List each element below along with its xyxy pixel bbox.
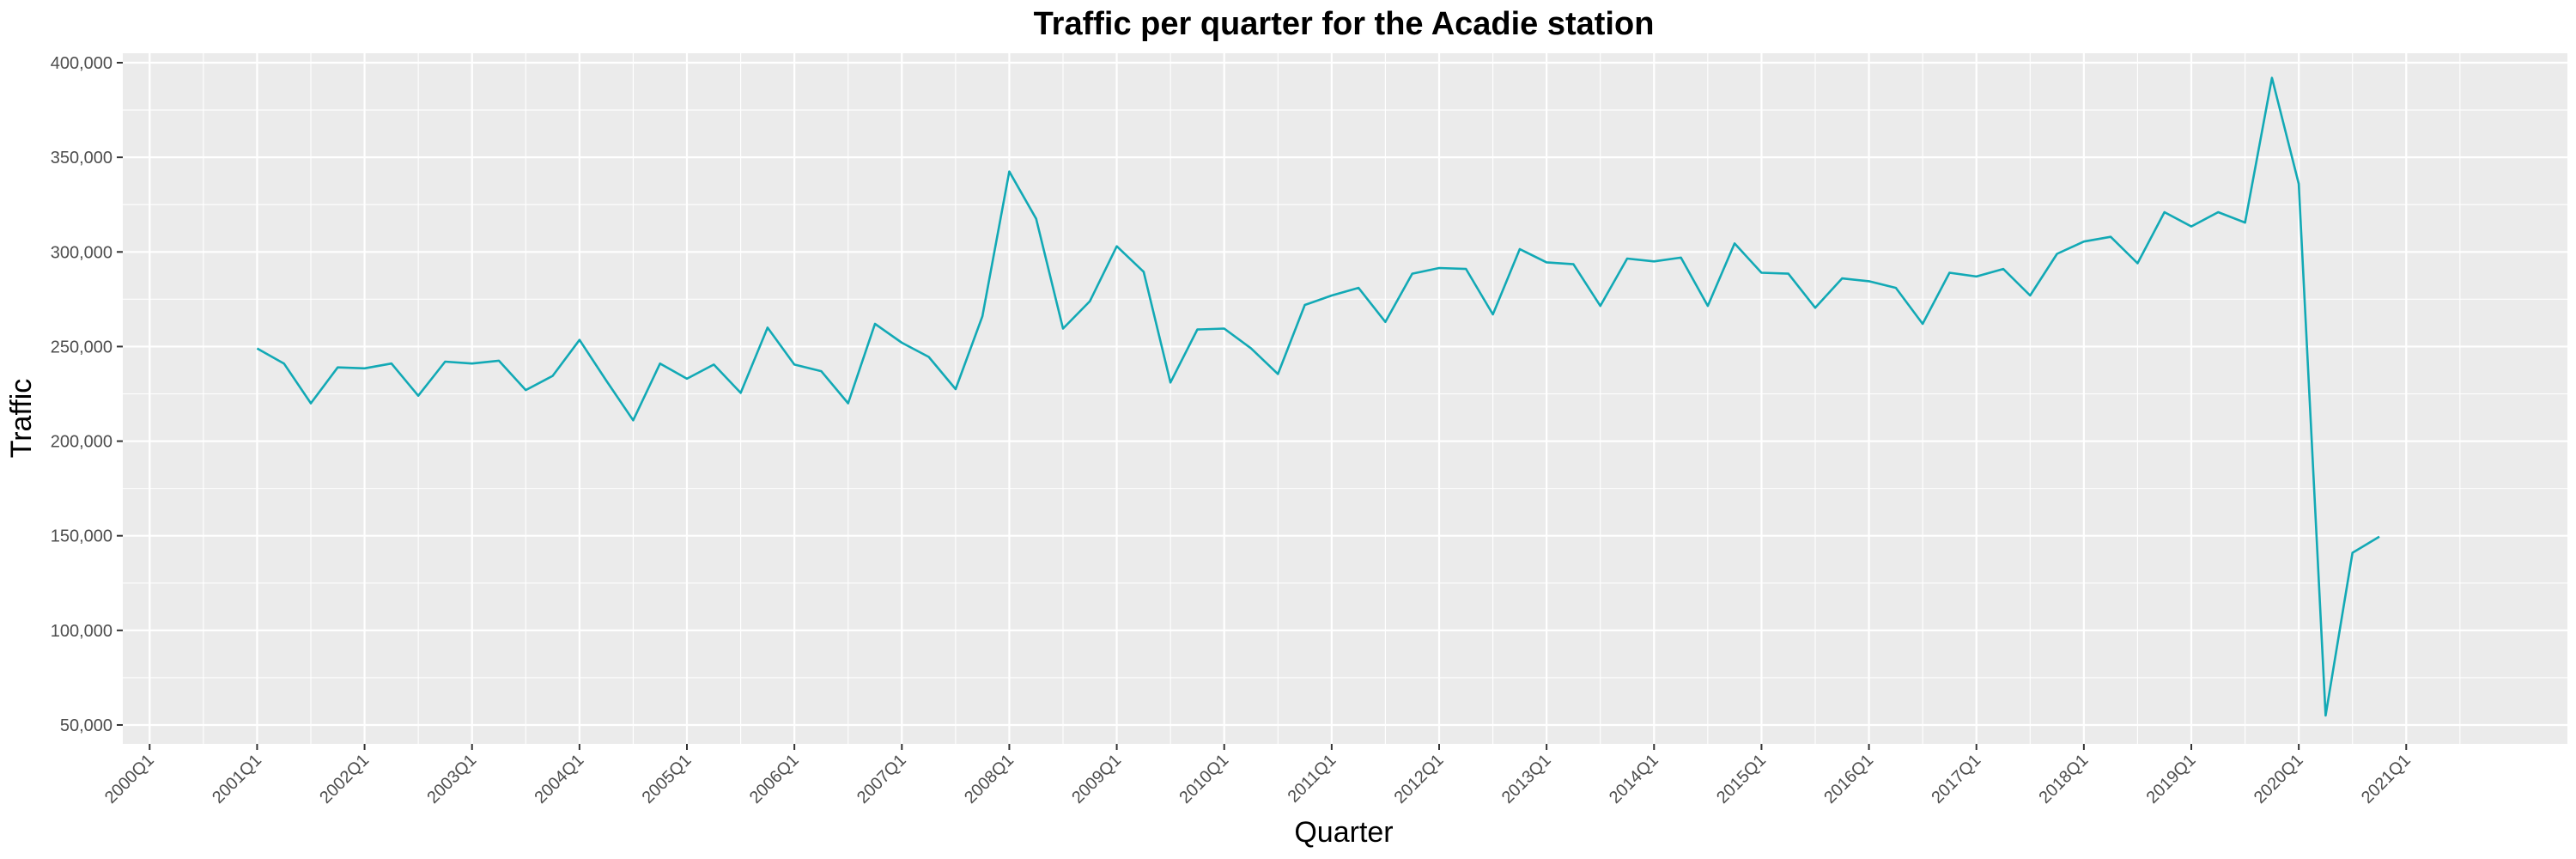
y-axis-title: Traffic [5,379,38,459]
y-tick-label: 100,000 [51,622,112,641]
x-tick-label: 2012Q1 [1391,751,1448,807]
x-tick-label: 2020Q1 [2251,751,2307,807]
minor-gridlines [123,53,2567,744]
x-tick-label: 2014Q1 [1606,751,1662,807]
x-tick-label: 2008Q1 [961,751,1018,807]
x-tick-label: 2019Q1 [2143,751,2200,807]
y-tick-label: 50,000 [60,716,112,735]
x-tick-label: 2002Q1 [316,751,373,807]
x-tick-label: 2010Q1 [1176,751,1232,807]
y-tick-label: 350,000 [51,149,112,168]
x-tick-label: 2007Q1 [854,751,910,807]
y-tick-label: 150,000 [51,527,112,546]
x-tick-label: 2018Q1 [2036,751,2093,807]
x-tick-label: 2005Q1 [639,751,696,807]
x-tick-label: 2013Q1 [1498,751,1555,807]
series-line [256,76,2380,717]
x-tick-label: 2021Q1 [2358,751,2415,807]
x-tick-label: 2004Q1 [532,751,588,807]
x-tick-label: 2017Q1 [1928,751,1984,807]
major-gridlines [123,53,2567,744]
y-tick-label: 300,000 [51,243,112,262]
y-tick-label: 200,000 [51,433,112,452]
x-tick-label: 2011Q1 [1285,751,1340,807]
x-tick-label: 2006Q1 [746,751,803,807]
y-axis: 50,000 100,000 150,000 200,000 250,000 300,00… [51,54,123,735]
y-tick-label: 250,000 [51,338,112,356]
x-axis-title: Quarter [1294,816,1393,849]
y-tick-label: 400,000 [51,54,112,73]
x-tick-label: 2001Q1 [209,751,265,807]
x-tick-label: 2015Q1 [1713,751,1770,807]
x-tick-label: 2009Q1 [1068,751,1125,807]
series-layer [256,76,2380,717]
x-tick-label: 2016Q1 [1820,751,1877,807]
x-axis: 2000Q1 2001Q1 2002Q1 2003Q1 2004Q1 2005Q1 2006… [101,744,2415,807]
chart-title: Traffic per quarter for the Acadie stati… [1034,6,1655,42]
x-tick-label: 2000Q1 [101,751,158,807]
plot-panel [123,53,2567,744]
x-tick-label: 2003Q1 [423,751,480,807]
